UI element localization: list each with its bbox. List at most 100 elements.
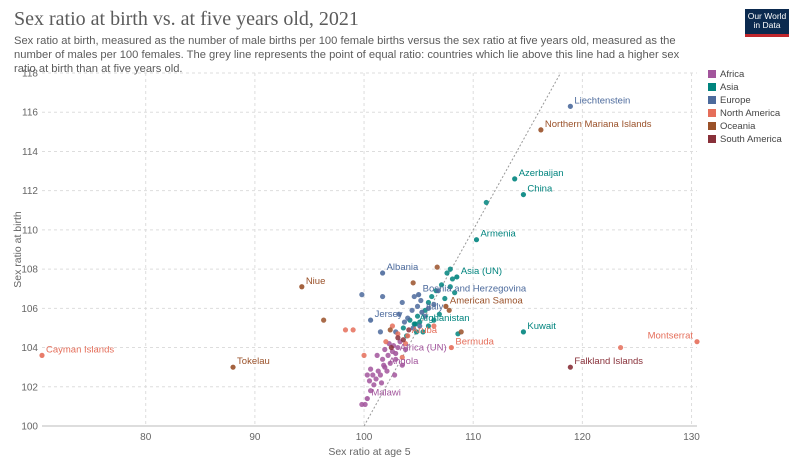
data-point[interactable] [420, 329, 426, 335]
data-point[interactable] [389, 323, 396, 329]
data-point[interactable] [396, 311, 402, 317]
data-point[interactable] [417, 323, 423, 329]
data-point[interactable] [567, 364, 573, 370]
legend-item[interactable]: Africa [708, 68, 782, 80]
data-point[interactable] [410, 280, 416, 286]
legend-item[interactable]: Oceania [708, 120, 782, 132]
data-point[interactable] [418, 297, 424, 304]
data-point[interactable] [431, 317, 437, 323]
data-point[interactable] [367, 317, 374, 323]
data-point[interactable] [444, 270, 450, 276]
data-point[interactable] [419, 309, 425, 315]
data-point[interactable] [458, 329, 464, 335]
data-point[interactable] [401, 319, 408, 325]
legend-item[interactable]: South America [708, 133, 782, 145]
data-point[interactable] [452, 290, 458, 296]
data-point[interactable] [431, 323, 437, 329]
data-point[interactable] [446, 307, 452, 313]
data-point[interactable] [449, 276, 456, 282]
data-point[interactable] [380, 293, 386, 300]
data-point[interactable] [399, 362, 405, 368]
data-point[interactable] [425, 299, 432, 306]
data-point[interactable] [364, 395, 370, 402]
data-point[interactable] [321, 317, 327, 323]
owid-logo[interactable]: Our World in Data [745, 9, 789, 37]
data-point[interactable] [383, 339, 389, 345]
data-point[interactable] [370, 372, 376, 378]
data-point[interactable] [367, 366, 374, 372]
data-point[interactable] [378, 380, 385, 386]
data-point[interactable] [412, 321, 418, 327]
data-point[interactable] [393, 350, 399, 357]
data-point[interactable] [409, 307, 415, 313]
data-point[interactable] [520, 329, 527, 335]
data-point[interactable] [400, 337, 406, 343]
data-point[interactable] [375, 368, 381, 374]
data-point[interactable] [405, 333, 411, 339]
data-point[interactable] [414, 303, 421, 309]
data-point[interactable] [367, 388, 374, 394]
data-point[interactable] [402, 341, 409, 347]
data-point[interactable] [374, 352, 380, 358]
data-point[interactable] [429, 293, 435, 300]
data-point[interactable] [380, 356, 386, 362]
data-point[interactable] [380, 270, 386, 276]
data-point[interactable] [406, 327, 412, 333]
data-point[interactable] [434, 264, 440, 270]
data-point[interactable] [385, 352, 391, 358]
data-point[interactable] [448, 344, 454, 351]
data-point[interactable] [405, 315, 411, 321]
data-point[interactable] [299, 284, 305, 290]
data-point[interactable] [350, 327, 356, 333]
data-point[interactable] [362, 401, 368, 408]
data-point[interactable] [520, 191, 527, 198]
data-point[interactable] [371, 382, 377, 388]
data-point[interactable] [382, 364, 388, 370]
data-point[interactable] [473, 237, 480, 243]
data-point[interactable] [425, 323, 432, 329]
data-point[interactable] [359, 292, 365, 298]
data-point[interactable] [395, 331, 401, 337]
data-point[interactable] [361, 352, 367, 358]
data-point[interactable] [422, 313, 428, 319]
data-point[interactable] [384, 368, 390, 374]
data-point[interactable] [395, 335, 401, 341]
data-point[interactable] [694, 339, 700, 345]
data-point[interactable] [230, 364, 236, 370]
data-point[interactable] [388, 344, 394, 351]
data-point[interactable] [538, 127, 544, 133]
legend-item[interactable]: Europe [708, 94, 782, 106]
data-point[interactable] [399, 299, 405, 306]
data-point[interactable] [400, 325, 406, 331]
data-point[interactable] [393, 356, 399, 362]
legend-item[interactable]: Asia [708, 81, 782, 93]
data-point[interactable] [364, 372, 370, 378]
data-point[interactable] [387, 327, 393, 333]
data-point[interactable] [438, 282, 445, 288]
data-point[interactable] [377, 372, 384, 378]
data-point[interactable] [410, 325, 416, 331]
data-point[interactable] [425, 305, 432, 311]
data-point[interactable] [377, 329, 384, 335]
data-point[interactable] [402, 346, 409, 353]
data-point[interactable] [395, 344, 401, 351]
data-point[interactable] [413, 329, 420, 335]
data-point[interactable] [382, 346, 388, 353]
data-point[interactable] [442, 295, 448, 302]
data-point[interactable] [417, 319, 423, 325]
data-point[interactable] [567, 103, 573, 109]
data-point[interactable] [399, 354, 405, 360]
data-point[interactable] [443, 303, 449, 309]
data-point[interactable] [447, 284, 453, 290]
data-point[interactable] [411, 293, 417, 300]
data-point[interactable] [373, 376, 379, 382]
data-point[interactable] [366, 378, 373, 384]
data-point[interactable] [39, 352, 45, 358]
data-point[interactable] [617, 344, 624, 351]
data-point[interactable] [416, 292, 422, 298]
data-point[interactable] [392, 372, 398, 378]
data-point[interactable] [454, 274, 460, 280]
legend-item[interactable]: North America [708, 107, 782, 119]
data-point[interactable] [436, 311, 442, 317]
data-point[interactable] [387, 360, 393, 366]
